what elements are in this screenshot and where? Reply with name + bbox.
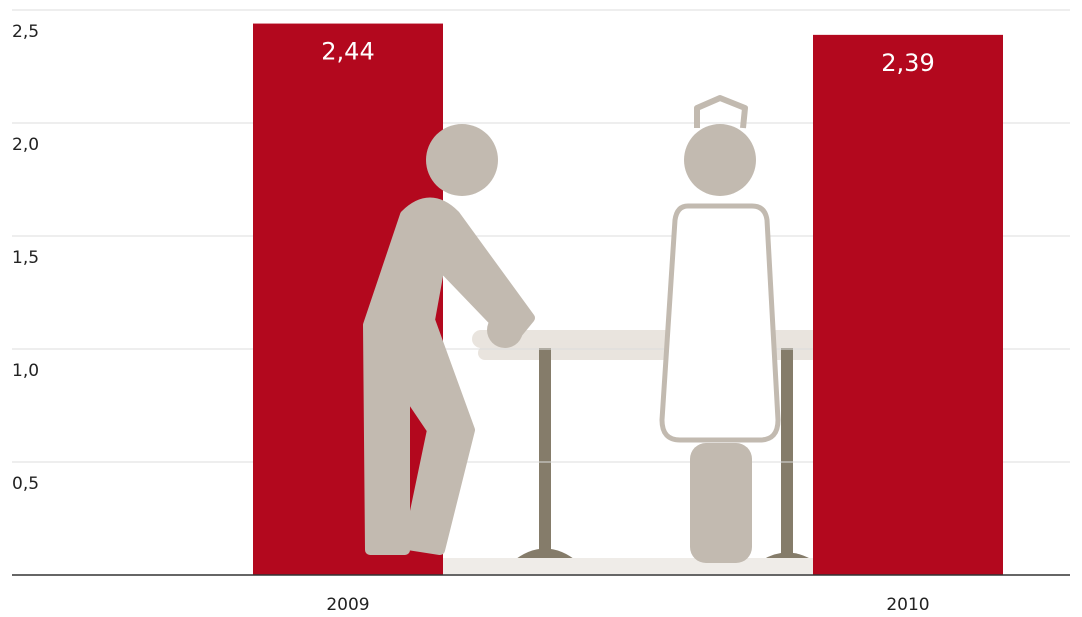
y-tick-label: 2,0 xyxy=(12,135,39,155)
x-tick-label: 2009 xyxy=(326,595,369,615)
value-label: 2,39 xyxy=(881,49,934,77)
y-tick-label: 2,5 xyxy=(12,22,39,42)
people-illustration xyxy=(363,95,781,563)
value-label: 2,44 xyxy=(321,38,374,66)
y-tick-label: 1,0 xyxy=(12,361,39,381)
bar xyxy=(813,34,1003,576)
x-tick-label: 2010 xyxy=(886,595,929,615)
y-tick-label: 0,5 xyxy=(12,474,39,494)
y-tick-label: 1,5 xyxy=(12,248,39,268)
